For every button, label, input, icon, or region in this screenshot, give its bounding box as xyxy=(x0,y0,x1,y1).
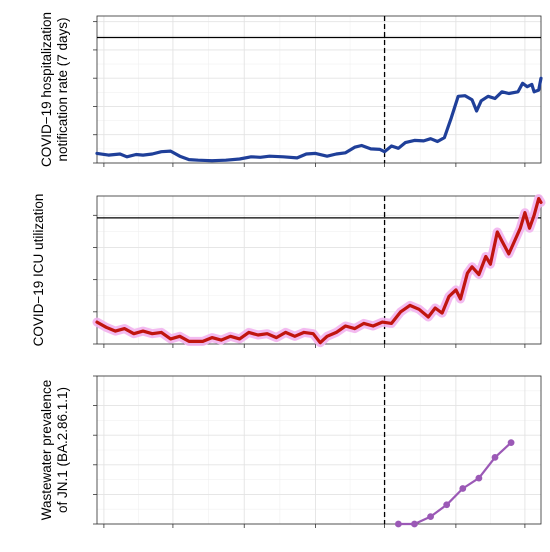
data-point xyxy=(443,501,451,509)
data-point xyxy=(427,513,434,520)
y-axis-title-line: notification rate (7 days) xyxy=(55,17,70,161)
plot-area xyxy=(97,16,541,163)
series-line xyxy=(95,197,543,345)
panel-b: COVID−19 ICU utilization xyxy=(31,194,546,348)
data-point xyxy=(507,439,515,446)
y-axis-title: Wastewater prevalenceof JN.1 (BA.2.86.1.… xyxy=(39,380,70,521)
panel-border xyxy=(96,375,542,525)
y-axis-title: COVID−19 hospitalizationnotification rat… xyxy=(39,12,70,167)
y-axis-title-line: COVID−19 hospitalization xyxy=(39,12,54,167)
y-axis-title-line: COVID−19 ICU utilization xyxy=(31,194,46,347)
panel-a: COVID−19 hospitalizationnotification rat… xyxy=(39,12,543,167)
series-line xyxy=(95,76,543,163)
data-point xyxy=(459,485,467,492)
y-axis-title-line: Wastewater prevalence xyxy=(39,380,54,521)
data-point xyxy=(394,520,402,528)
y-axis-title: COVID−19 ICU utilization xyxy=(31,194,46,347)
data-point xyxy=(411,520,418,528)
panel-c: Wastewater prevalenceof JN.1 (BA.2.86.1.… xyxy=(39,375,542,528)
y-axis-title-line: of JN.1 (BA.2.86.1.1) xyxy=(55,387,70,513)
data-point xyxy=(475,474,483,482)
data-point xyxy=(491,454,499,461)
panel-border xyxy=(96,15,542,164)
